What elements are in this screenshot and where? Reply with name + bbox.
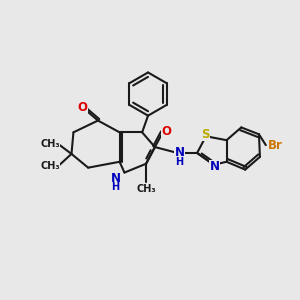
- Text: H: H: [112, 182, 120, 192]
- Text: O: O: [77, 101, 87, 114]
- Text: CH₃: CH₃: [40, 139, 60, 149]
- Text: O: O: [162, 125, 172, 138]
- Text: N: N: [174, 146, 184, 159]
- Text: N: N: [210, 160, 220, 173]
- Text: CH₃: CH₃: [40, 161, 60, 171]
- Text: Br: Br: [268, 139, 283, 152]
- Text: H: H: [176, 157, 184, 167]
- Text: CH₃: CH₃: [136, 184, 156, 194]
- Text: N: N: [111, 172, 121, 185]
- Text: S: S: [201, 128, 209, 141]
